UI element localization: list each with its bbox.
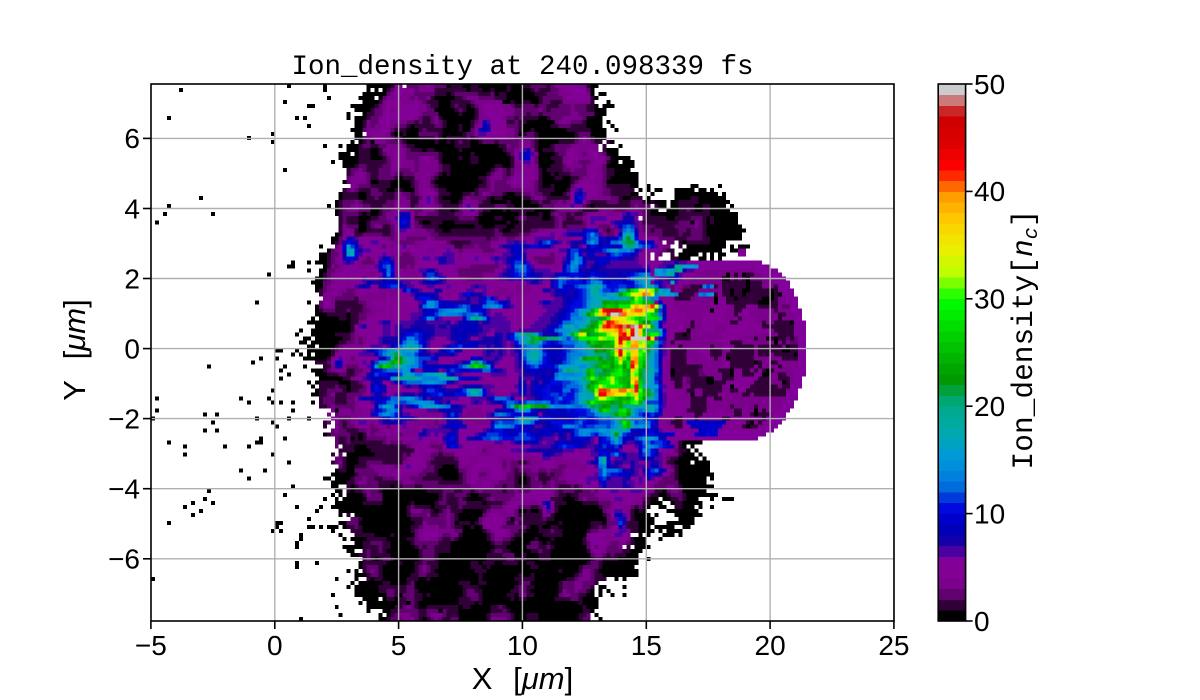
svg-text:Ion_density at 240.098339 fs: Ion_density at 240.098339 fs <box>291 52 753 83</box>
svg-text:2: 2 <box>124 263 140 294</box>
svg-text:X [μm]: X [μm] <box>472 661 573 696</box>
svg-text:−2: −2 <box>108 403 140 434</box>
svg-text:0: 0 <box>267 630 283 661</box>
svg-text:Ion_density[nc]: Ion_density[nc] <box>1007 210 1044 470</box>
svg-text:50: 50 <box>974 69 1005 100</box>
svg-text:25: 25 <box>878 630 909 661</box>
svg-text:30: 30 <box>974 284 1005 315</box>
svg-text:5: 5 <box>391 630 407 661</box>
svg-text:0: 0 <box>124 333 140 364</box>
svg-text:15: 15 <box>631 630 662 661</box>
svg-text:4: 4 <box>124 193 140 224</box>
svg-text:−5: −5 <box>135 630 167 661</box>
svg-text:0: 0 <box>974 606 990 637</box>
svg-text:20: 20 <box>974 391 1005 422</box>
svg-text:−6: −6 <box>108 544 140 575</box>
svg-text:20: 20 <box>755 630 786 661</box>
svg-text:Y [μm]: Y [μm] <box>57 299 92 400</box>
svg-text:6: 6 <box>124 123 140 154</box>
svg-text:10: 10 <box>974 498 1005 529</box>
svg-text:10: 10 <box>507 630 538 661</box>
svg-text:−4: −4 <box>108 474 140 505</box>
svg-text:40: 40 <box>974 176 1005 207</box>
